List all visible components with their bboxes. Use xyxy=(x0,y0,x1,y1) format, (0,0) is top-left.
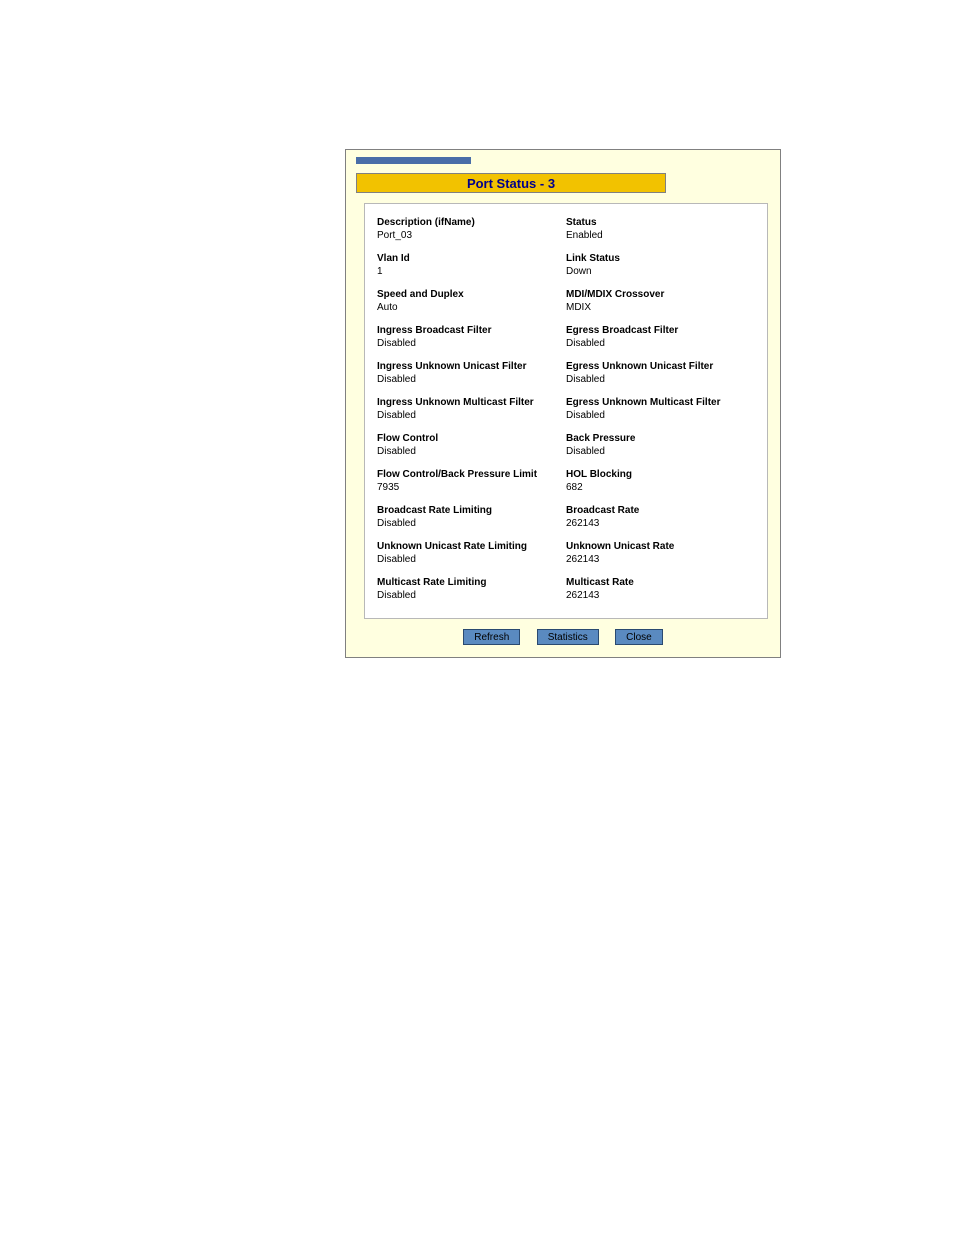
field-value: Disabled xyxy=(377,589,566,602)
field-label: Multicast Rate xyxy=(566,576,755,589)
field-row: Broadcast Rate LimitingDisabledBroadcast… xyxy=(377,504,755,530)
refresh-button[interactable]: Refresh xyxy=(463,629,520,645)
field-row: Flow Control/Back Pressure Limit7935HOL … xyxy=(377,468,755,494)
field-row: Speed and DuplexAutoMDI/MDIX CrossoverMD… xyxy=(377,288,755,314)
field-value: Disabled xyxy=(566,445,755,458)
field-label: Unknown Unicast Rate xyxy=(566,540,755,553)
field-left: Multicast Rate LimitingDisabled xyxy=(377,576,566,602)
field-label: Speed and Duplex xyxy=(377,288,566,301)
field-right: Egress Unknown Unicast FilterDisabled xyxy=(566,360,755,386)
field-value: Disabled xyxy=(566,373,755,386)
field-right: HOL Blocking682 xyxy=(566,468,755,494)
field-right: Multicast Rate262143 xyxy=(566,576,755,602)
field-value: Disabled xyxy=(377,445,566,458)
field-left: Unknown Unicast Rate LimitingDisabled xyxy=(377,540,566,566)
field-label: Egress Broadcast Filter xyxy=(566,324,755,337)
field-right: Egress Unknown Multicast FilterDisabled xyxy=(566,396,755,422)
field-value: 262143 xyxy=(566,517,755,530)
field-left: Ingress Unknown Multicast FilterDisabled xyxy=(377,396,566,422)
dialog-top xyxy=(346,150,780,157)
statistics-button[interactable]: Statistics xyxy=(537,629,599,645)
field-value: Disabled xyxy=(566,337,755,350)
field-label: Description (ifName) xyxy=(377,216,566,229)
field-right: Unknown Unicast Rate262143 xyxy=(566,540,755,566)
field-left: Vlan Id1 xyxy=(377,252,566,278)
field-row: Flow ControlDisabledBack PressureDisable… xyxy=(377,432,755,458)
field-value: Disabled xyxy=(377,517,566,530)
field-value: Disabled xyxy=(377,409,566,422)
field-right: Back PressureDisabled xyxy=(566,432,755,458)
button-row: Refresh Statistics Close xyxy=(346,627,780,645)
field-right: Link StatusDown xyxy=(566,252,755,278)
dialog-tab-accent xyxy=(346,157,780,171)
field-value: Disabled xyxy=(377,553,566,566)
field-label: Vlan Id xyxy=(377,252,566,265)
field-label: Ingress Unknown Multicast Filter xyxy=(377,396,566,409)
field-value: Disabled xyxy=(377,337,566,350)
fields-panel: Description (ifName)Port_03StatusEnabled… xyxy=(364,203,768,619)
field-left: Description (ifName)Port_03 xyxy=(377,216,566,242)
field-label: Egress Unknown Unicast Filter xyxy=(566,360,755,373)
field-row: Ingress Unknown Unicast FilterDisabledEg… xyxy=(377,360,755,386)
field-left: Flow ControlDisabled xyxy=(377,432,566,458)
field-label: Flow Control/Back Pressure Limit xyxy=(377,468,566,481)
field-label: Flow Control xyxy=(377,432,566,445)
field-left: Broadcast Rate LimitingDisabled xyxy=(377,504,566,530)
field-left: Flow Control/Back Pressure Limit7935 xyxy=(377,468,566,494)
field-value: MDIX xyxy=(566,301,755,314)
field-row: Vlan Id1Link StatusDown xyxy=(377,252,755,278)
field-left: Ingress Unknown Unicast FilterDisabled xyxy=(377,360,566,386)
field-value: Port_03 xyxy=(377,229,566,242)
field-value: Disabled xyxy=(566,409,755,422)
field-row: Description (ifName)Port_03StatusEnabled xyxy=(377,216,755,242)
field-value: Auto xyxy=(377,301,566,314)
field-row: Ingress Broadcast FilterDisabledEgress B… xyxy=(377,324,755,350)
field-label: Link Status xyxy=(566,252,755,265)
field-right: MDI/MDIX CrossoverMDIX xyxy=(566,288,755,314)
field-value: 682 xyxy=(566,481,755,494)
field-label: Back Pressure xyxy=(566,432,755,445)
field-label: Ingress Broadcast Filter xyxy=(377,324,566,337)
field-right: Egress Broadcast FilterDisabled xyxy=(566,324,755,350)
field-label: Ingress Unknown Unicast Filter xyxy=(377,360,566,373)
field-label: Broadcast Rate Limiting xyxy=(377,504,566,517)
field-value: 262143 xyxy=(566,553,755,566)
field-label: Broadcast Rate xyxy=(566,504,755,517)
field-label: Egress Unknown Multicast Filter xyxy=(566,396,755,409)
dialog-title: Port Status - 3 xyxy=(356,173,666,193)
dialog-title-spacer xyxy=(666,173,770,193)
port-status-dialog: Port Status - 3 Description (ifName)Port… xyxy=(345,149,781,658)
field-right: StatusEnabled xyxy=(566,216,755,242)
field-value: Disabled xyxy=(377,373,566,386)
field-row: Multicast Rate LimitingDisabledMulticast… xyxy=(377,576,755,602)
field-value: 262143 xyxy=(566,589,755,602)
field-value: Down xyxy=(566,265,755,278)
field-row: Unknown Unicast Rate LimitingDisabledUnk… xyxy=(377,540,755,566)
field-row: Ingress Unknown Multicast FilterDisabled… xyxy=(377,396,755,422)
field-value: 7935 xyxy=(377,481,566,494)
field-label: Status xyxy=(566,216,755,229)
field-value: 1 xyxy=(377,265,566,278)
field-label: Multicast Rate Limiting xyxy=(377,576,566,589)
field-right: Broadcast Rate262143 xyxy=(566,504,755,530)
field-label: Unknown Unicast Rate Limiting xyxy=(377,540,566,553)
field-left: Speed and DuplexAuto xyxy=(377,288,566,314)
field-label: MDI/MDIX Crossover xyxy=(566,288,755,301)
dialog-title-row: Port Status - 3 xyxy=(356,173,770,193)
close-button[interactable]: Close xyxy=(615,629,663,645)
field-label: HOL Blocking xyxy=(566,468,755,481)
field-value: Enabled xyxy=(566,229,755,242)
field-left: Ingress Broadcast FilterDisabled xyxy=(377,324,566,350)
